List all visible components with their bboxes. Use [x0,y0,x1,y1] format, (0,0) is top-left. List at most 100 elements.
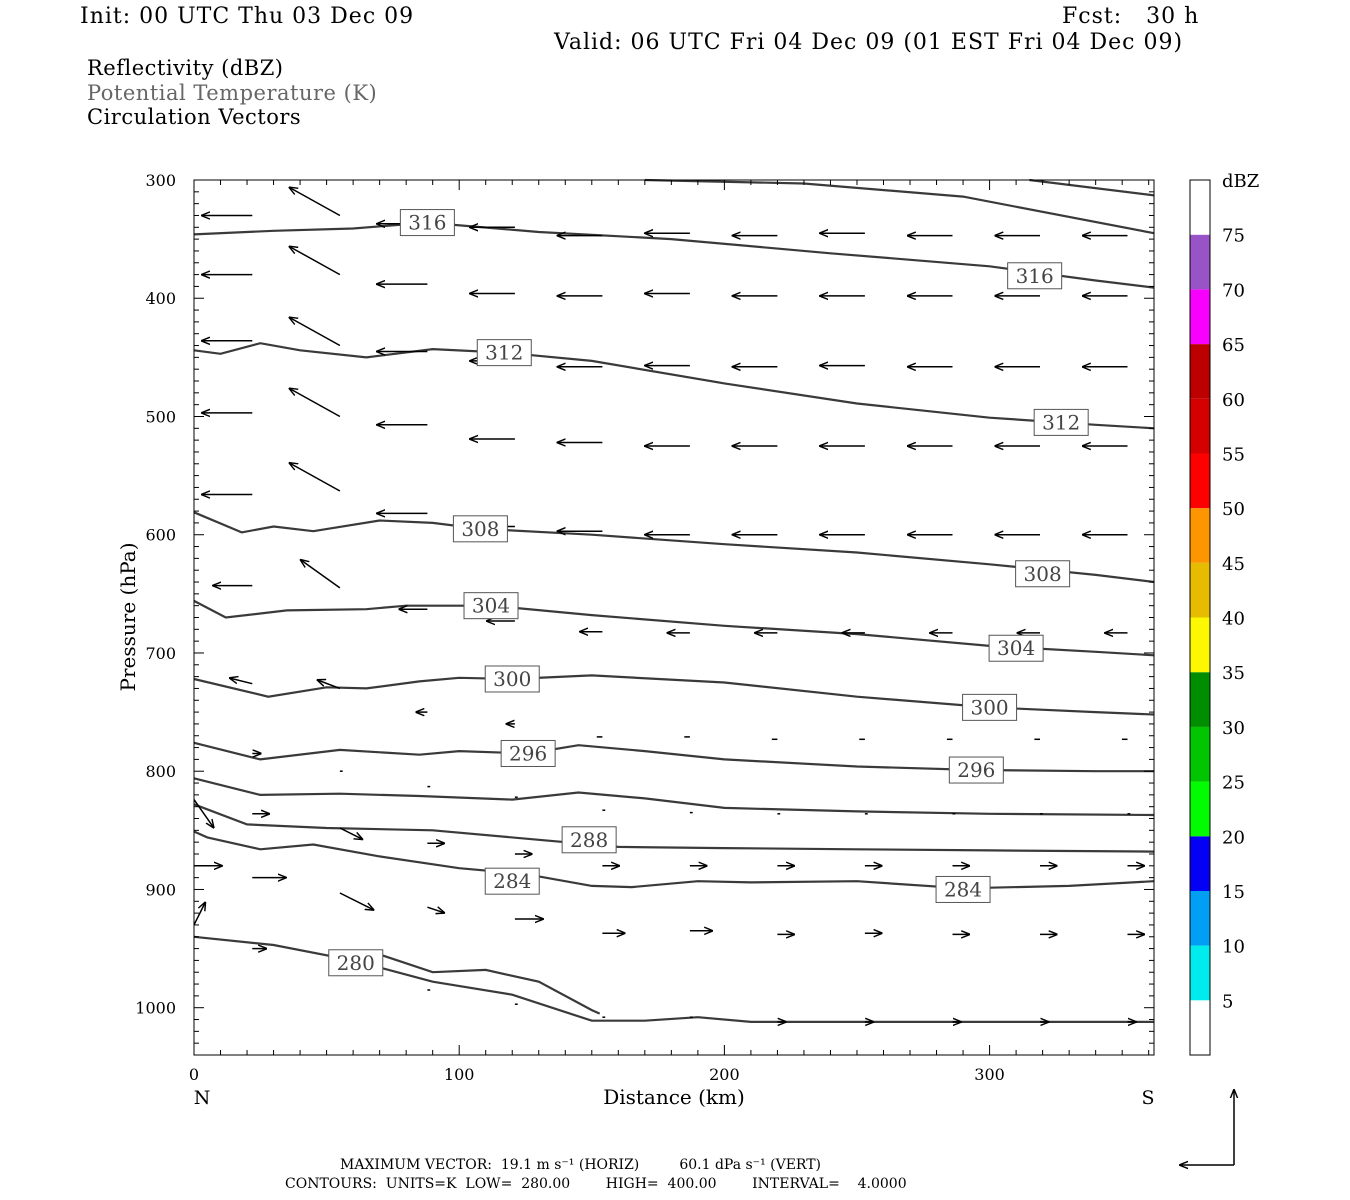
isentrope-label-312: 312 [485,341,523,365]
axis-ticks: 300 400 500 600 700 800 900 1000 0 100 200 300 [135,171,1154,1084]
isentrope-label-box-284 [484,867,540,895]
colorbar-swatch-25 [1190,726,1210,782]
circulation-vector [318,680,341,690]
circulation-vectors [193,188,1144,1022]
colorbar-level-label: 45 [1222,554,1245,575]
x-axis-end-label: S [1141,1087,1154,1109]
plot-frame [193,179,1155,1056]
circulation-vector [193,799,214,828]
isentrope-label-box-284 [935,875,991,903]
y-tick-label: 700 [145,644,176,663]
isentrope-label-280: 280 [337,951,375,975]
isentrope-label-box-304 [463,592,519,620]
y-tick-label: 600 [145,526,176,545]
circulation-vector [339,892,374,910]
colorbar-level-label: 30 [1222,718,1245,739]
x-axis-start-label: N [194,1087,211,1109]
isentrope-label-box-312 [476,339,532,367]
y-tick-label: 1000 [135,999,176,1018]
colorbar-level-label: 60 [1222,390,1245,411]
valid-time: Valid: 06 UTC Fri 04 Dec 09 (01 EST Fri … [554,30,1184,55]
x-tick-label: 200 [709,1065,740,1084]
colorbar-swatch-50 [1190,453,1210,509]
circulation-vector [301,560,341,589]
colorbar-level-label: 40 [1222,609,1245,630]
isentrope-label-box-312 [1033,408,1089,436]
y-tick-label: 900 [145,880,176,899]
colorbar-swatch-35 [1190,617,1210,673]
reflectivity-colorbar: 5 10 15 20 25 30 35 40 45 50 55 60 65 70 75 dBZ [1189,171,1259,1056]
isentrope-label-box-308 [452,515,508,543]
isentrope-label-304: 304 [997,636,1035,660]
isentrope-292 [193,777,1155,817]
circulation-vector [290,463,341,492]
isentrope-label-box-288 [561,826,617,854]
colorbar-swatch-30 [1190,672,1210,727]
isentrope-label-296: 296 [509,741,547,765]
y-tick-label: 400 [145,289,176,308]
isentrope-label-box-280 [328,949,384,977]
isentrope-320 [644,178,1155,235]
y-tick-label: 800 [145,762,176,781]
colorbar-level-label: 70 [1222,280,1245,301]
contour-note: CONTOURS: UNITS=K LOW= 280.00 HIGH= 400.… [285,1176,907,1192]
colorbar-swatch-20 [1190,781,1210,837]
isentrope-label-box-316 [399,209,455,237]
isentrope-label-box-308 [1015,560,1071,588]
y-axis-title: Pressure (hPa) [116,543,140,692]
isentrope-label-288: 288 [570,828,608,852]
isentrope-label-312: 312 [1042,410,1080,434]
isentrope-308 [193,511,1155,584]
isentrope-288 [193,830,1155,890]
x-tick-label: 300 [974,1065,1005,1084]
circulation-vector [290,389,341,418]
isentrope-labels: 316 316 312 312 308 308 304 304 300 300 296 296 288 2… [328,209,1089,977]
colorbar-level-label: 20 [1222,827,1245,848]
y-tick-label: 500 [145,407,176,426]
isentrope-label-box-296 [948,756,1004,784]
colorbar-level-label: 65 [1222,335,1245,356]
x-tick-label: 100 [444,1065,475,1084]
colorbar-level-label: 5 [1222,991,1233,1012]
isentrope-290 [193,803,1155,853]
circulation-vector [339,827,362,839]
colorbar-swatch-55 [1190,398,1210,454]
colorbar-level-label: 15 [1222,882,1245,903]
circulation-vector [230,678,253,685]
colorbar-level-label: 50 [1222,499,1245,520]
isentrope-label-300: 300 [970,695,1008,719]
isentrope-label-316: 316 [1016,264,1054,288]
colorbar-frame [1189,179,1211,1056]
isentrope-280 [379,953,601,1015]
isentrope-label-box-316 [1007,262,1063,290]
init-time: Init: 00 UTC Thu 03 Dec 09 [80,4,415,29]
colorbar-swatch-10 [1190,890,1210,946]
colorbar-swatch-65 [1190,289,1210,345]
legend-circulation-vectors: Circulation Vectors [87,105,302,129]
circulation-vector [290,318,341,347]
colorbar-level-label: 25 [1222,773,1245,794]
isentrope-label-box-300 [484,665,540,693]
legend-reflectivity: Reflectivity (dBZ) [87,56,284,80]
isentrope-label-284: 284 [493,869,531,893]
isentrope-label-box-304 [988,634,1044,662]
colorbar-level-label: 75 [1222,226,1245,247]
isentrope-label-300: 300 [493,667,531,691]
colorbar-level-label: 35 [1222,663,1245,684]
forecast-hour: Fcst: 30 h [1062,4,1200,29]
max-vector-note: MAXIMUM VECTOR: 19.1 m s⁻¹ (HORIZ) 60.1 … [340,1157,822,1173]
isentrope-324 [1029,178,1155,197]
circulation-vector [290,188,341,217]
colorbar-level-label: 10 [1222,937,1245,958]
isentrope-label-box-300 [962,693,1018,721]
isentrope-label-box-296 [500,739,556,767]
colorbar-swatch-60 [1190,344,1210,399]
circulation-vector [193,903,205,926]
legend-potential-temperature: Potential Temperature (K) [87,81,378,105]
x-tick-label: 0 [189,1065,199,1084]
reference-vector-key [1180,1090,1234,1165]
isentrope-label-296: 296 [957,758,995,782]
colorbar-swatch-40 [1190,562,1210,618]
colorbar-level-label: 55 [1222,444,1245,465]
